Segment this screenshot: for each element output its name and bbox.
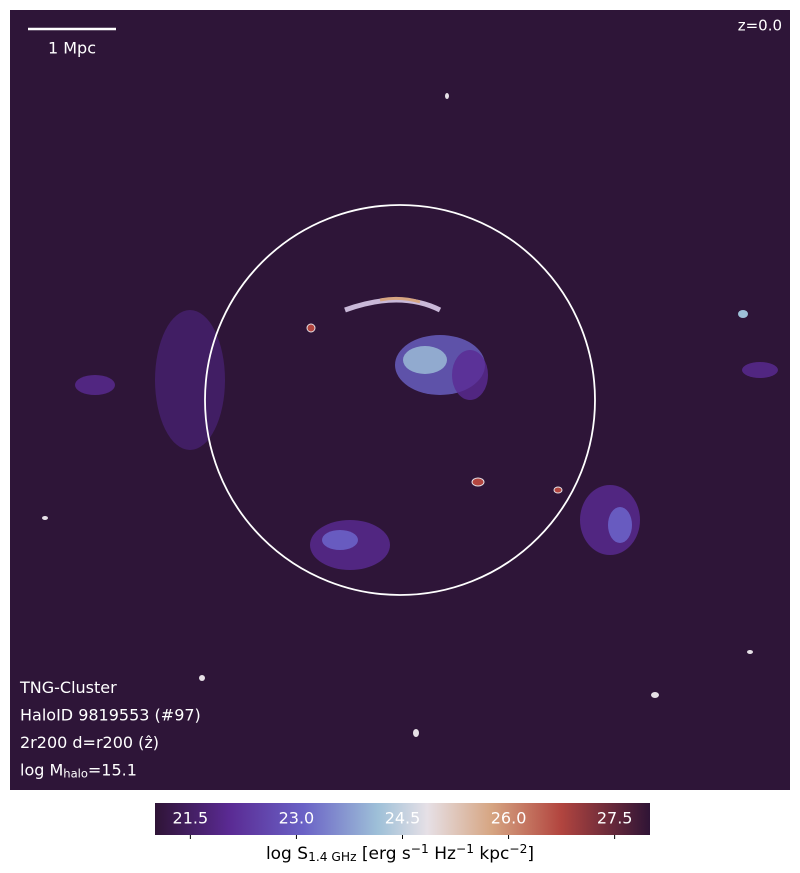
text-part: [erg s [357, 844, 411, 864]
annotation: log Mhalo=15.1 [20, 760, 137, 780]
colorbar-tick-label: 23.0 [279, 809, 315, 828]
scale-bar-label: 1 Mpc [48, 39, 96, 58]
text-part: =15.1 [88, 760, 137, 779]
colorbar-ticks: 21.5 23.0 24.5 26.0 27.5 [173, 809, 633, 839]
map-background [10, 10, 790, 790]
emission-blobs [42, 93, 778, 737]
annotations: TNG-Cluster HaloID 9819553 (#97) 2r200 d=r… [19, 678, 201, 781]
annotation: HaloID 9819553 (#97) [20, 705, 201, 724]
text-part: Hz [429, 844, 456, 864]
annotation: 2r200 d=r200 (ẑ) [20, 733, 159, 752]
text-part: 2r200 d=r200 (ẑ) [20, 733, 159, 752]
colorbar-label: log S1.4 GHz [erg s−1 Hz−1 kpc−2] [266, 842, 534, 864]
subscript: 1.4 GHz [308, 850, 356, 864]
colorbar-tick-label: 26.0 [491, 809, 527, 828]
r200-circle [204, 204, 596, 596]
text-part: HaloID 9819553 (#97) [20, 705, 201, 724]
colorbar-tick-label: 27.5 [597, 809, 633, 828]
text-part: ] [527, 844, 534, 864]
text-part: log S [266, 844, 308, 864]
text-part: log M [20, 760, 63, 779]
supscript: −1 [456, 842, 474, 856]
colorbar-tick-label: 21.5 [173, 809, 209, 828]
colorbar-tick-label: 24.5 [385, 809, 421, 828]
subscript: halo [63, 766, 88, 780]
text-part: kpc [474, 844, 509, 864]
text-part: TNG-Cluster [19, 678, 117, 697]
redshift-label: z=0.0 [738, 17, 782, 35]
supscript: −2 [509, 842, 527, 856]
colorbar [155, 803, 650, 835]
annotation: TNG-Cluster [19, 678, 117, 697]
supscript: −1 [411, 842, 429, 856]
